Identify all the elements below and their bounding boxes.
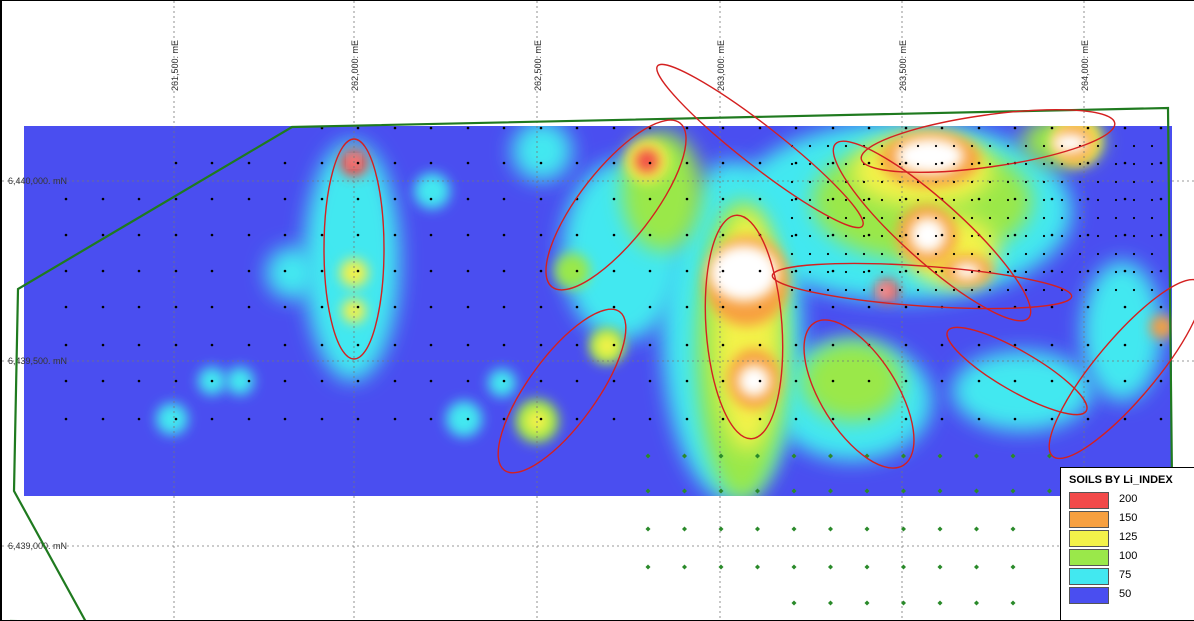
legend-swatch (1069, 511, 1109, 528)
planned-sample-points (645, 453, 1052, 606)
easting-tick-label: 261,500. mE (170, 40, 180, 91)
northing-tick-label: 6,439,000. mN (8, 541, 67, 551)
legend-swatch (1069, 568, 1109, 585)
legend-swatch (1069, 587, 1109, 604)
legend-item: 150 (1061, 509, 1194, 528)
easting-tick-label: 262,000. mE (350, 40, 360, 91)
easting-tick-label: 263,000. mE (716, 40, 726, 91)
legend-label: 150 (1119, 512, 1138, 524)
legend-label: 75 (1119, 569, 1132, 581)
northing-tick-label: 6,440,000. mN (8, 176, 67, 186)
legend-item: 125 (1061, 528, 1194, 547)
legend-item: 75 (1061, 566, 1194, 585)
tenement-boundary (10, 106, 1174, 620)
legend-swatch (1069, 530, 1109, 547)
sample-points (64, 126, 1163, 421)
easting-tick-labels: 261,500. mE 262,000. mE 262,500. mE 263,000… (170, 40, 1090, 91)
legend-item: 50 (1061, 585, 1194, 604)
legend-label: 100 (1119, 550, 1138, 562)
northing-tick-labels: 6,440,000. mN 6,439,500. mN 6,439,000. mN (8, 176, 67, 551)
legend-swatch (1069, 492, 1109, 509)
easting-tick-label: 262,500. mE (533, 40, 543, 91)
northing-tick-label: 6,439,500. mN (8, 356, 67, 366)
legend-items: 200 150 125 100 75 50 (1061, 490, 1194, 604)
legend-label: 125 (1119, 531, 1138, 543)
legend-label: 50 (1119, 588, 1132, 600)
legend: SOILS BY Li_INDEX 200 150 125 100 75 50 (1060, 467, 1194, 620)
legend-swatch (1069, 549, 1109, 566)
legend-item: 100 (1061, 547, 1194, 566)
legend-label: 200 (1119, 493, 1138, 505)
anomaly-outlines (323, 63, 1194, 474)
easting-tick-label: 263,500. mE (898, 40, 908, 91)
legend-title: SOILS BY Li_INDEX (1069, 474, 1173, 486)
easting-tick-label: 264,000. mE (1080, 40, 1090, 91)
legend-item: 200 (1061, 490, 1194, 509)
